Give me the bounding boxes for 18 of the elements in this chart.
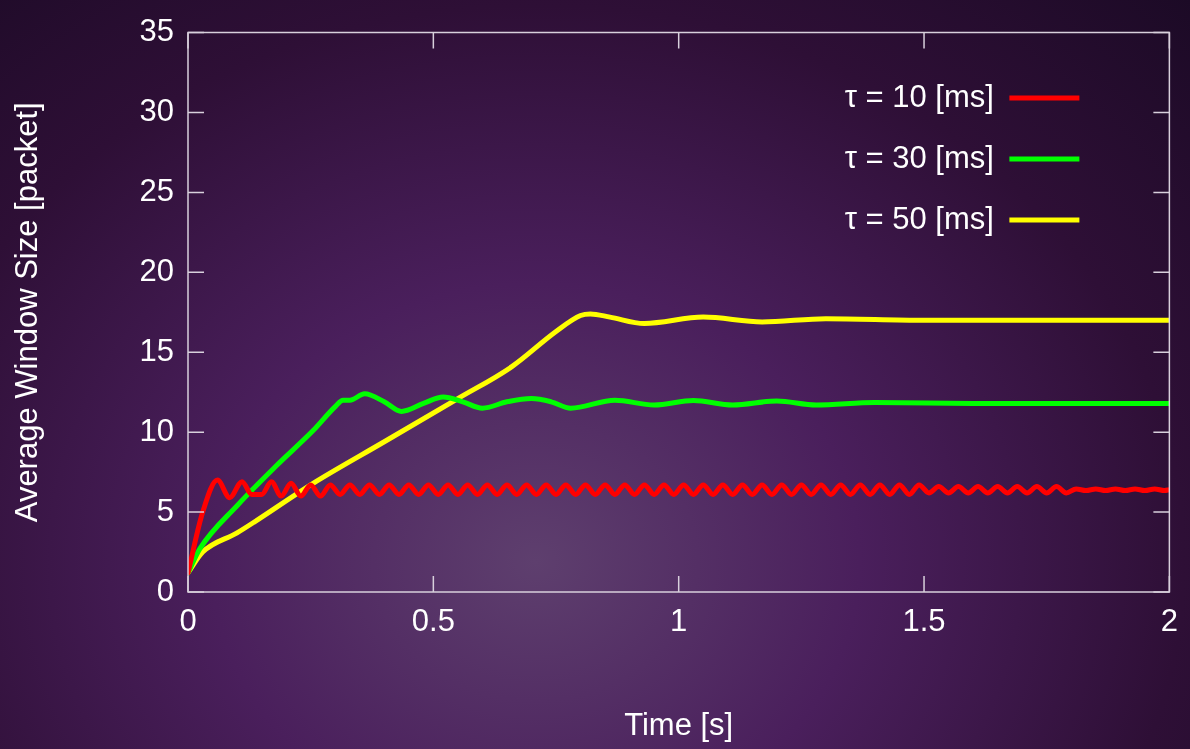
x-tick-label: 1: [670, 603, 688, 639]
y-tick-label: 30: [139, 93, 174, 129]
x-tick-label: 1.5: [902, 603, 946, 639]
y-axis-title: Average Window Size [packet]: [9, 102, 45, 523]
y-tick-label: 15: [139, 332, 174, 368]
y-tick-label: 35: [139, 13, 174, 49]
legend-label: τ = 10 [ms]: [844, 78, 994, 114]
x-tick-label: 2: [1160, 603, 1178, 639]
x-axis-title: Time [s]: [624, 706, 734, 742]
y-tick-label: 10: [139, 412, 174, 448]
y-tick-label: 5: [156, 492, 174, 528]
y-tick-label: 25: [139, 172, 174, 208]
y-tick-label: 0: [156, 572, 174, 608]
x-tick-label: 0.5: [411, 603, 455, 639]
legend-label: τ = 50 [ms]: [844, 200, 994, 236]
legend-label: τ = 30 [ms]: [844, 139, 994, 175]
x-tick-label: 0: [179, 603, 197, 639]
y-tick-label: 20: [139, 252, 174, 288]
